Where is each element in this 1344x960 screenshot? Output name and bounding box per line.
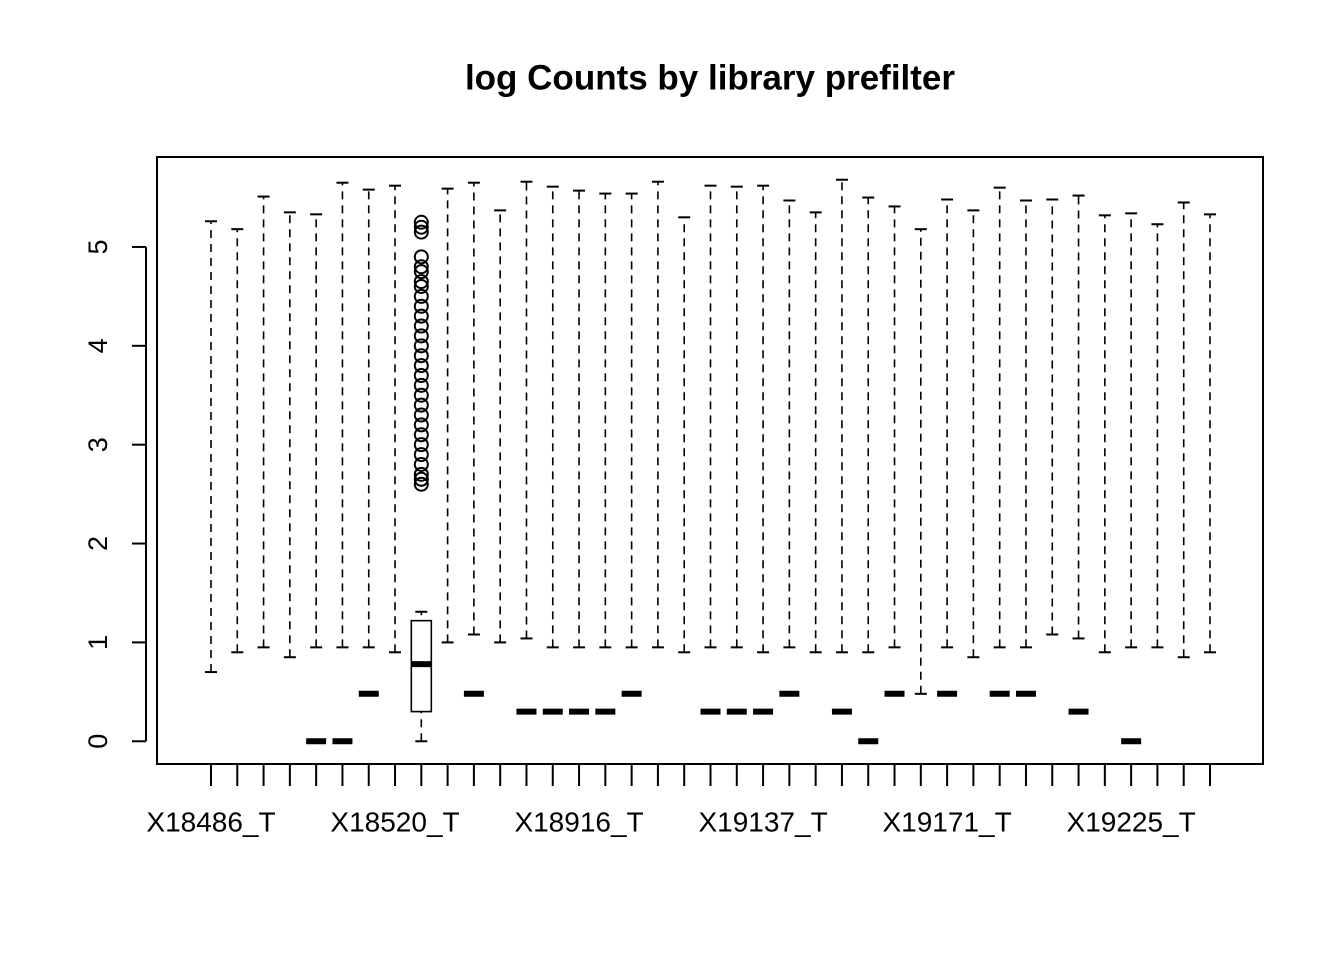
outlier (413, 288, 429, 304)
outlier (413, 249, 429, 265)
outlier (413, 328, 429, 344)
outlier (413, 308, 429, 324)
y-tick-label: 2 (83, 536, 113, 551)
outlier (413, 214, 429, 230)
outlier (413, 447, 429, 463)
chart-title: log Counts by library prefilter (465, 58, 955, 97)
outlier (413, 219, 429, 235)
outlier (413, 476, 429, 492)
y-tick-label: 4 (83, 338, 113, 353)
outlier (413, 377, 429, 393)
outlier (413, 318, 429, 334)
outlier (413, 397, 429, 413)
outlier (413, 224, 429, 240)
outlier (413, 279, 429, 295)
outlier (413, 456, 429, 472)
x-tick-label: X19225_T (1067, 806, 1196, 837)
x-tick-label: X19137_T (698, 806, 827, 837)
outlier (413, 338, 429, 354)
y-tick-label: 3 (83, 437, 113, 452)
outlier (413, 259, 429, 275)
outlier (413, 466, 429, 482)
outlier (413, 417, 429, 433)
y-tick-label: 0 (83, 734, 113, 749)
outlier (413, 264, 429, 280)
outlier (413, 387, 429, 403)
outlier (413, 298, 429, 314)
x-tick-label: X18520_T (330, 806, 459, 837)
outlier (413, 427, 429, 443)
y-tick-label: 5 (83, 239, 113, 254)
outlier (413, 471, 429, 487)
outlier (413, 367, 429, 383)
outlier (413, 358, 429, 374)
outlier (413, 437, 429, 453)
x-tick-label: X18916_T (514, 806, 643, 837)
outlier (413, 407, 429, 423)
outlier (413, 274, 429, 290)
x-tick-label: X18486_T (146, 806, 275, 837)
y-tick-label: 1 (83, 635, 113, 650)
outlier (413, 348, 429, 364)
x-tick-label: X19171_T (882, 806, 1011, 837)
